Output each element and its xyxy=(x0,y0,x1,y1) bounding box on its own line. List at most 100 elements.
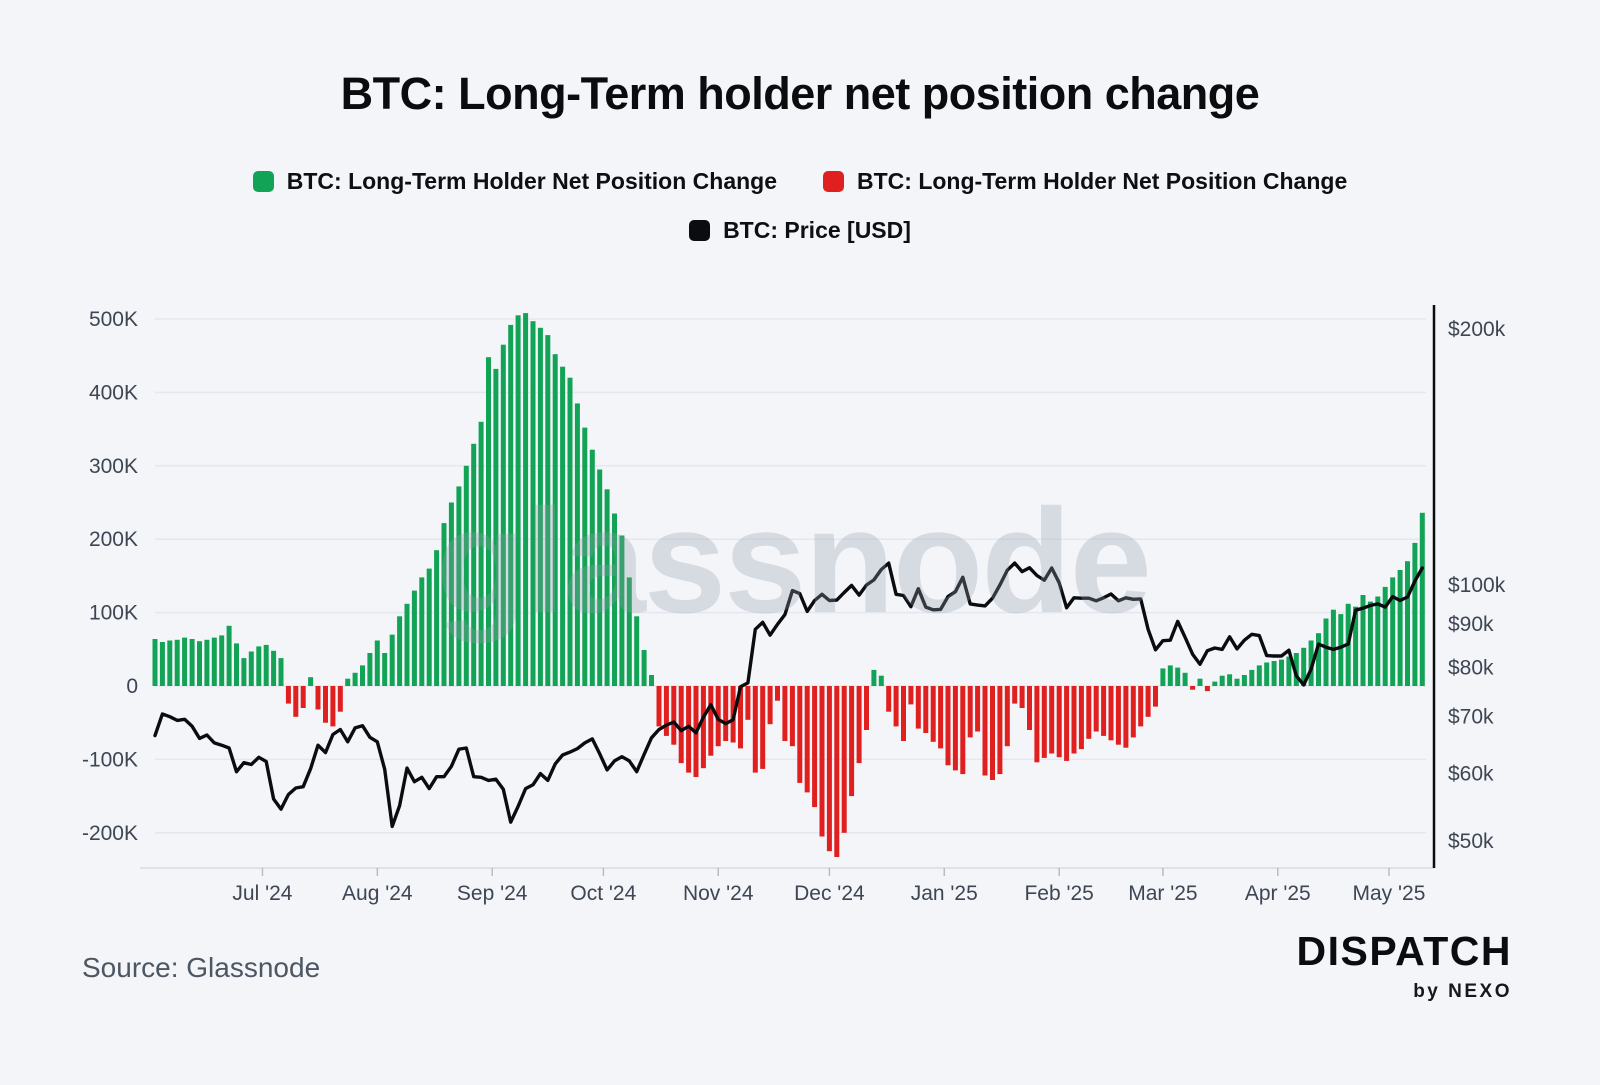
chart-area: Jul '24 Aug '24 Sep '24 Oct '24 Nov '24 Dec '… xyxy=(0,295,1600,915)
bar-positive xyxy=(649,675,654,686)
bar-negative xyxy=(789,686,795,747)
bar-positive xyxy=(1390,577,1396,686)
bar-negative xyxy=(315,686,321,710)
bar-positive xyxy=(612,513,617,686)
bar-positive xyxy=(426,568,432,686)
x-axis-label: Feb '25 xyxy=(1024,882,1093,905)
bar-positive xyxy=(182,637,188,686)
bar-negative xyxy=(745,686,751,720)
bar-positive xyxy=(619,535,625,686)
bar-negative xyxy=(826,686,832,852)
left-axis-label: -100K xyxy=(82,748,138,771)
x-axis-label: May '25 xyxy=(1353,882,1426,905)
bar-positive xyxy=(367,653,373,686)
bar-positive xyxy=(552,354,558,686)
bar-positive xyxy=(1256,665,1262,686)
bar-negative xyxy=(738,686,743,749)
bar-negative xyxy=(834,686,840,857)
bar-positive xyxy=(486,357,491,686)
bar-positive xyxy=(1271,661,1277,686)
bar-positive xyxy=(463,465,469,686)
x-axis-label: Nov '24 xyxy=(683,882,754,905)
left-axis-label: 400K xyxy=(89,381,138,404)
bar-negative xyxy=(1012,686,1018,704)
bar-negative xyxy=(908,686,914,705)
left-axis-label: 100K xyxy=(89,602,138,625)
bar-positive xyxy=(1279,659,1284,686)
bar-positive xyxy=(1197,678,1203,686)
bar-negative xyxy=(952,686,958,771)
right-axis-label: $80k xyxy=(1448,656,1494,679)
bar-positive xyxy=(374,640,380,686)
bar-positive xyxy=(560,366,566,686)
bar-negative xyxy=(938,686,944,749)
bar-negative xyxy=(915,686,921,729)
bar-negative xyxy=(975,686,981,732)
bar-positive xyxy=(1234,678,1240,686)
left-axis-label: 0 xyxy=(126,675,138,698)
bar-positive xyxy=(1375,596,1381,686)
bar-positive xyxy=(523,313,529,686)
bar-positive xyxy=(1212,681,1218,686)
bar-positive xyxy=(1397,570,1403,686)
bar-positive xyxy=(604,489,610,686)
bar-positive xyxy=(189,639,195,686)
bar-negative xyxy=(1190,686,1196,690)
bar-negative xyxy=(901,686,906,741)
bar-positive xyxy=(1286,656,1292,686)
bar-negative xyxy=(990,686,995,780)
source-note: Source: Glassnode xyxy=(82,952,321,983)
bar-negative xyxy=(1027,686,1032,730)
right-axis-label: $90k xyxy=(1448,613,1494,636)
bar-negative xyxy=(1004,686,1010,747)
bar-positive xyxy=(263,644,269,686)
bar-negative xyxy=(1101,686,1107,736)
page-title: BTC: Long-Term holder net position chang… xyxy=(340,68,1260,119)
bar-positive xyxy=(248,651,254,686)
legend-label: BTC: Long-Term Holder Net Position Chang… xyxy=(286,168,777,194)
bar-positive xyxy=(1412,542,1418,686)
bar-positive xyxy=(211,637,217,686)
bar-negative xyxy=(1153,686,1158,707)
x-axis-label: Jan '25 xyxy=(911,882,978,905)
bar-negative xyxy=(686,686,692,773)
bar-negative xyxy=(1041,686,1047,758)
bar-positive xyxy=(1249,669,1255,686)
legend-row-1: BTC: Long-Term Holder Net Position Chang… xyxy=(252,168,1347,195)
bar-negative xyxy=(1093,686,1099,732)
bar-negative xyxy=(797,686,803,783)
bar-negative xyxy=(841,686,847,833)
bar-negative xyxy=(1130,686,1136,738)
bar-positive xyxy=(1419,512,1425,686)
bar-positive xyxy=(641,650,647,686)
chart-legend: BTC: Long-Term Holder Net Position Chang… xyxy=(0,168,1600,244)
bar-negative xyxy=(1086,686,1092,739)
brand-logo: DISPATCH by NEXO xyxy=(1297,928,1512,1003)
bar-positive xyxy=(271,650,277,686)
bar-positive xyxy=(256,646,262,686)
bar-negative xyxy=(893,686,899,727)
legend-item-negative: BTC: Long-Term Holder Net Position Chang… xyxy=(823,168,1347,195)
bar-positive xyxy=(493,368,499,686)
bar-negative xyxy=(849,686,855,797)
legend-label: BTC: Long-Term Holder Net Position Chang… xyxy=(857,168,1348,194)
bar-positive xyxy=(397,616,403,686)
bar-positive xyxy=(589,449,595,686)
bar-positive xyxy=(1241,675,1247,686)
bar-positive xyxy=(234,643,239,686)
bar-positive xyxy=(1301,647,1307,686)
bar-positive xyxy=(204,639,210,686)
bar-negative xyxy=(708,686,714,756)
bar-positive xyxy=(1353,606,1359,686)
bar-positive xyxy=(167,640,173,686)
bar-negative xyxy=(775,686,780,701)
bar-positive xyxy=(152,639,158,686)
chart-svg: Jul '24 Aug '24 Sep '24 Oct '24 Nov '24 Dec '… xyxy=(82,305,1506,905)
bar-positive xyxy=(382,653,388,686)
bar-positive xyxy=(1182,672,1188,686)
bar-negative xyxy=(997,686,1003,775)
x-axis-label: Dec '24 xyxy=(794,882,865,905)
bar-positive xyxy=(241,658,247,686)
black-swatch-icon xyxy=(689,220,711,241)
red-swatch-icon xyxy=(823,171,844,192)
